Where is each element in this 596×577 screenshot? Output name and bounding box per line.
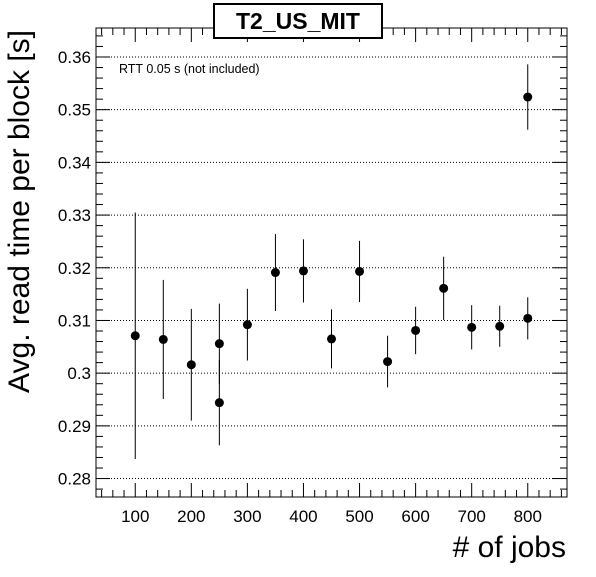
data-point bbox=[298, 266, 308, 276]
data-point bbox=[523, 92, 533, 102]
grid-lines bbox=[96, 56, 567, 480]
y-axis-label: Avg. read time per block [s] bbox=[3, 30, 36, 393]
x-tick-label: 100 bbox=[121, 507, 149, 526]
chart-title: T2_US_MIT bbox=[236, 8, 360, 34]
data-point bbox=[186, 360, 196, 370]
tick-labels: 0.28 0.29 0.3 0.31 0.32 0.33 0.34 0.35 0.36 100 20… bbox=[58, 48, 542, 526]
x-tick-label: 800 bbox=[514, 507, 542, 526]
y-tick-label: 0.32 bbox=[58, 259, 91, 278]
data-point bbox=[327, 334, 336, 344]
x-tick-label: 600 bbox=[401, 507, 429, 526]
data-point bbox=[214, 398, 224, 408]
data-points bbox=[130, 64, 533, 460]
x-tick-label: 300 bbox=[233, 507, 261, 526]
y-tick-label: 0.35 bbox=[58, 101, 91, 120]
data-point bbox=[214, 339, 224, 349]
data-point bbox=[467, 322, 477, 332]
y-tick-label: 0.34 bbox=[58, 153, 91, 172]
x-tick-label: 500 bbox=[345, 507, 373, 526]
x-tick-label: 200 bbox=[177, 507, 205, 526]
data-point bbox=[158, 334, 168, 344]
y-tick-label: 0.28 bbox=[58, 470, 91, 489]
y-tick-label: 0.36 bbox=[58, 48, 91, 67]
data-point bbox=[411, 325, 421, 335]
data-point bbox=[495, 321, 505, 331]
data-point bbox=[270, 268, 280, 278]
y-tick-label: 0.29 bbox=[58, 417, 91, 436]
annotation-text: RTT 0.05 s (not included) bbox=[119, 62, 260, 76]
data-point bbox=[355, 266, 365, 276]
x-tick-label: 400 bbox=[289, 507, 317, 526]
y-tick-label: 0.3 bbox=[67, 364, 91, 383]
data-point bbox=[130, 331, 140, 341]
y-tick-label: 0.31 bbox=[58, 311, 91, 330]
title-box: T2_US_MIT bbox=[213, 3, 383, 39]
y-tick-label: 0.33 bbox=[58, 206, 91, 225]
data-point bbox=[383, 357, 393, 367]
x-axis-label: # of jobs bbox=[453, 531, 566, 564]
data-point bbox=[439, 283, 449, 293]
data-point bbox=[242, 320, 252, 330]
data-point bbox=[523, 313, 533, 323]
x-tick-label: 700 bbox=[457, 507, 485, 526]
